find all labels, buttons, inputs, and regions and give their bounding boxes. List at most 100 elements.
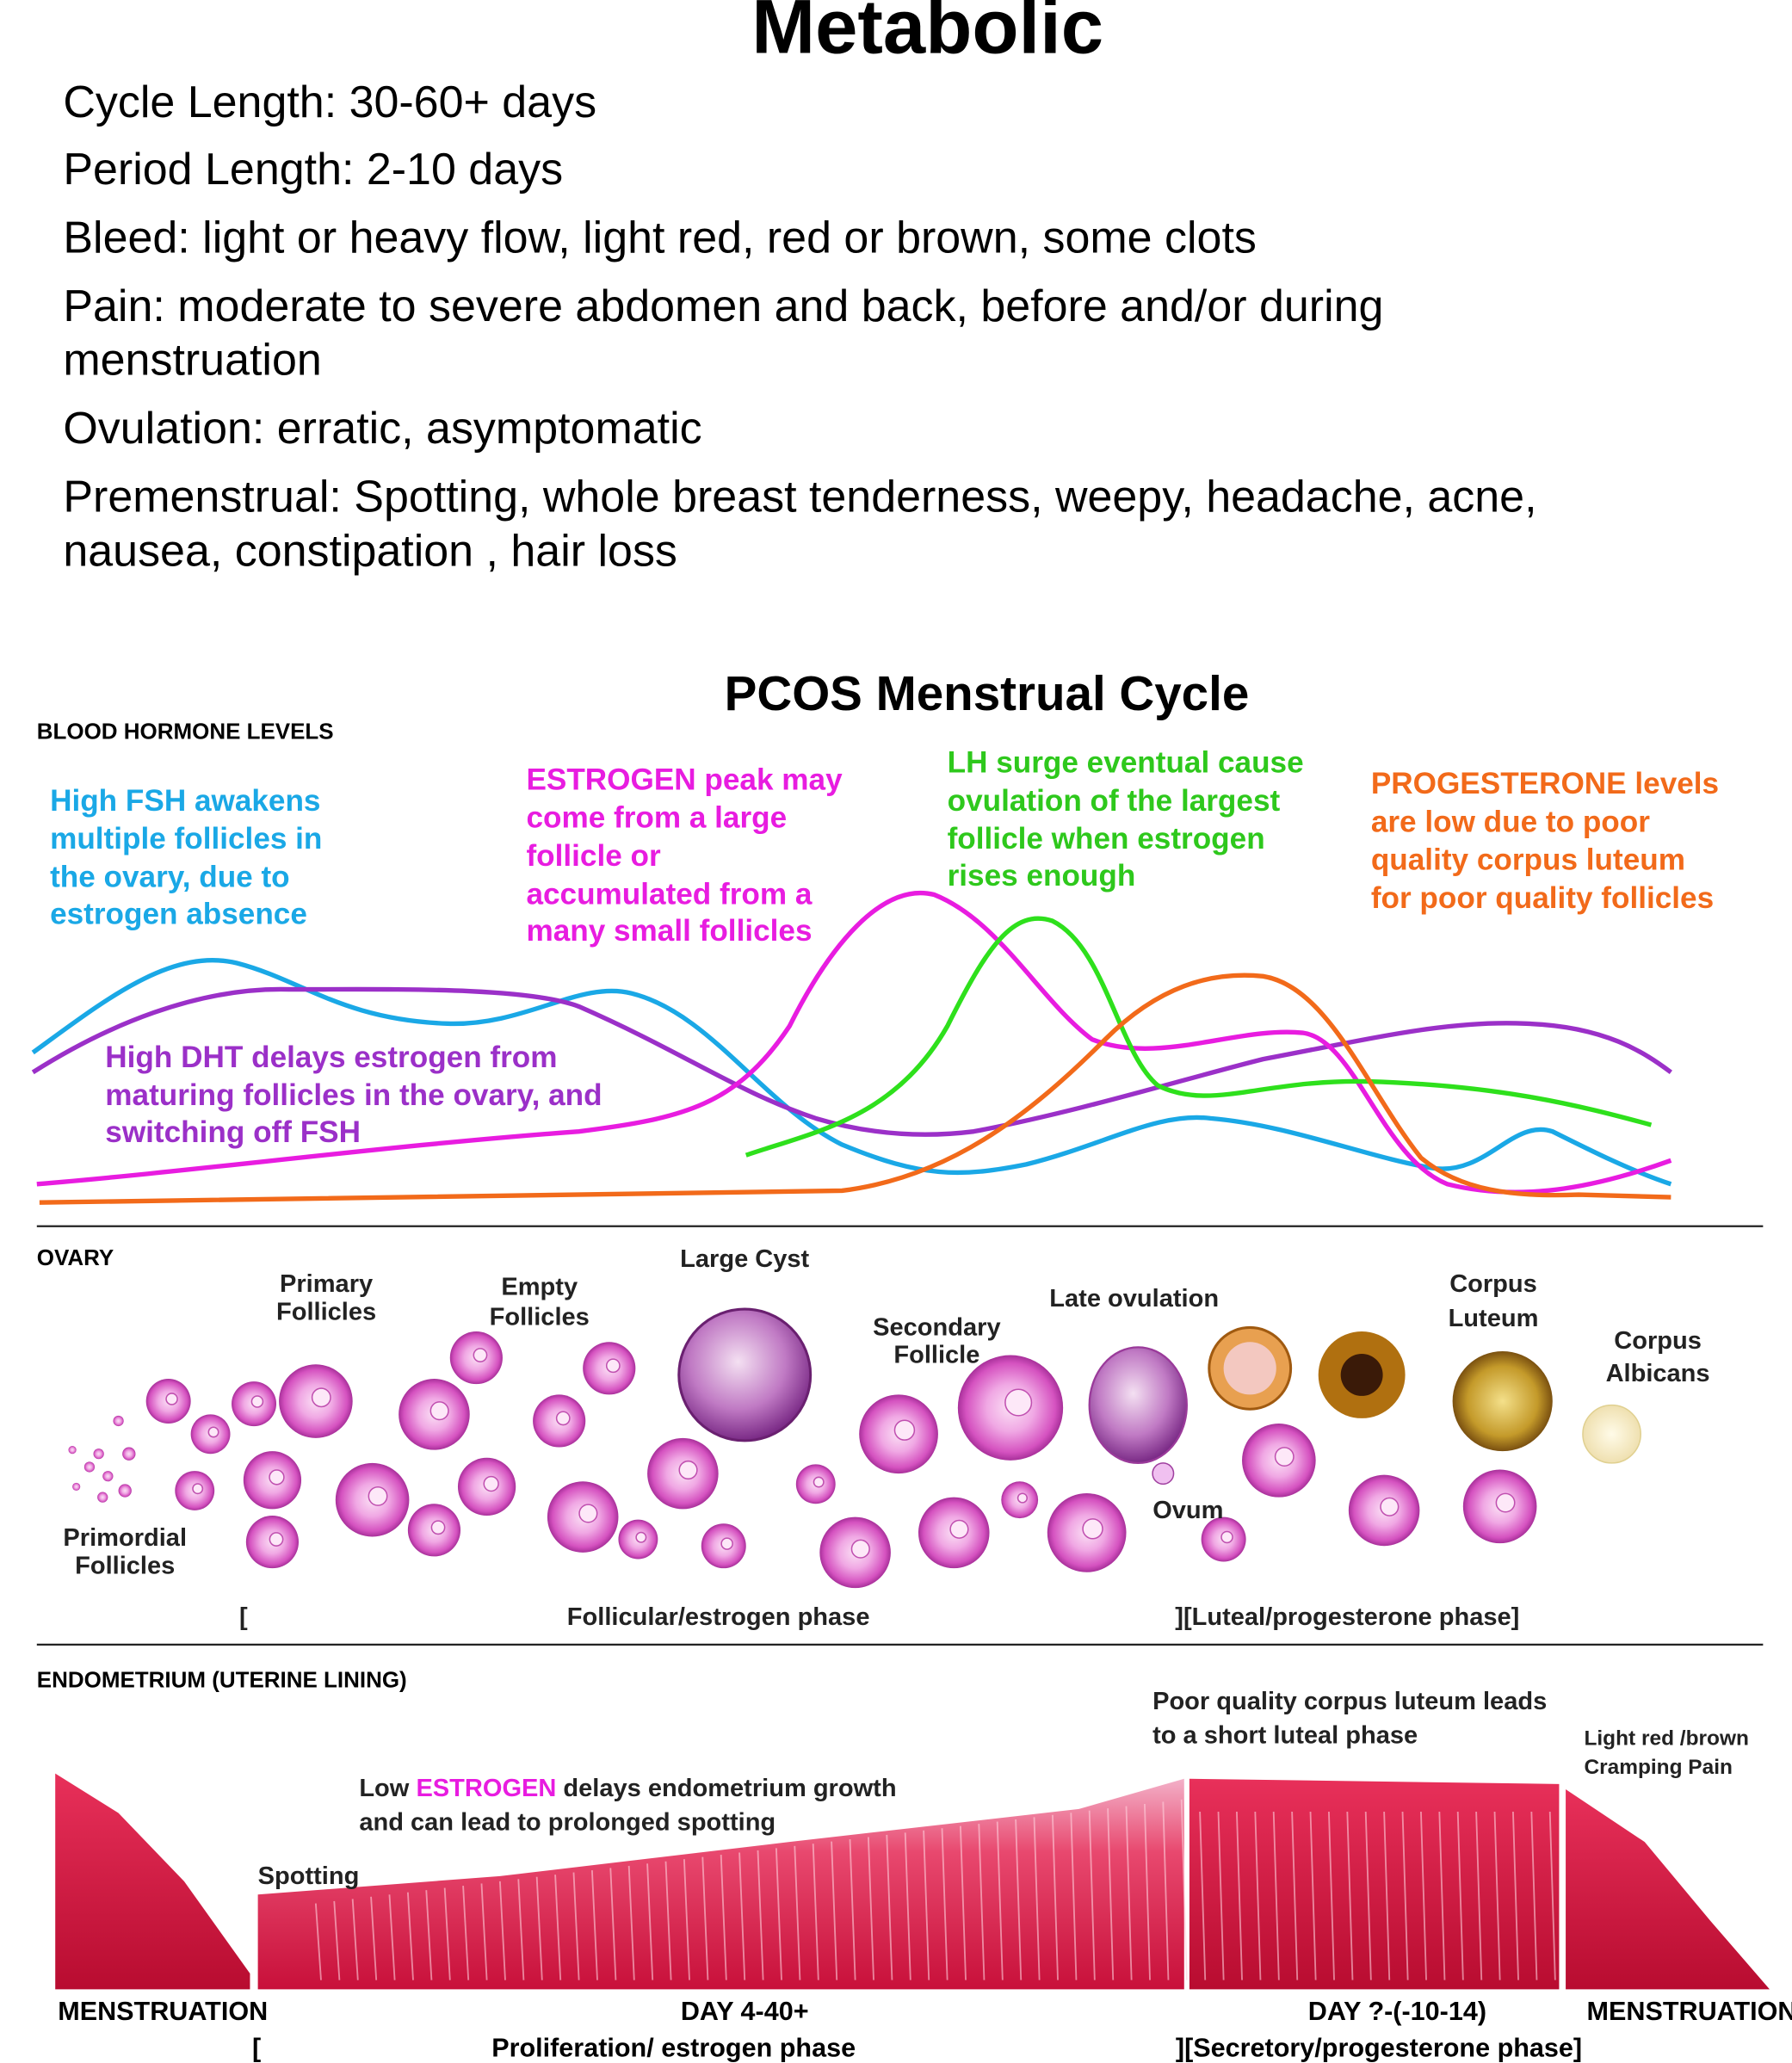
gland — [794, 1845, 801, 1980]
oocyte — [1495, 1492, 1516, 1513]
gland — [923, 1830, 930, 1980]
progesterone-note: are low due to poor — [1371, 805, 1650, 838]
gland — [867, 1837, 874, 1980]
ovary-label: Secondary — [873, 1314, 1000, 1342]
gland — [1162, 1801, 1170, 1980]
endometrium-note: Spotting — [258, 1862, 360, 1890]
gland — [646, 1863, 654, 1980]
gland — [1107, 1808, 1115, 1980]
gland — [1070, 1813, 1078, 1980]
menstrual-lining — [55, 1773, 250, 1990]
gland-texture — [314, 1799, 1556, 1980]
gland — [572, 1872, 580, 1980]
gland — [1475, 1811, 1483, 1980]
gland — [1309, 1811, 1317, 1980]
gland — [388, 1894, 396, 1980]
endometrium-note: Low ESTROGEN delays endometrium growth — [359, 1775, 896, 1802]
gland — [406, 1892, 414, 1980]
day-label: DAY 4-40+ — [681, 1997, 809, 2026]
gland — [1051, 1814, 1059, 1980]
gland — [314, 1903, 322, 1980]
ovary-label: Follicles — [75, 1552, 175, 1579]
corpus-core — [1340, 1354, 1383, 1396]
estrogen-note: ESTROGEN peak may — [526, 763, 843, 796]
ovary-label: Follicles — [276, 1298, 376, 1325]
endometrium-note: to a short luteal phase — [1152, 1722, 1418, 1750]
follicle — [97, 1492, 108, 1503]
follicle — [122, 1447, 136, 1461]
oocyte — [720, 1537, 733, 1550]
secretory-lining — [1189, 1778, 1560, 1990]
corpus-albicans — [1582, 1404, 1641, 1464]
phase-label: ][Secretory/progesterone phase] — [1176, 2034, 1582, 2063]
gland — [425, 1890, 433, 1980]
gland — [333, 1900, 341, 1980]
oocyte — [473, 1348, 488, 1362]
detail-line: Period Length: 2-10 days — [63, 145, 563, 195]
gland — [351, 1899, 359, 1980]
oocyte — [555, 1411, 571, 1426]
gland — [886, 1834, 893, 1980]
ovary-label: Luteum — [1449, 1305, 1539, 1332]
oocyte — [1004, 1388, 1033, 1417]
gland — [517, 1879, 525, 1980]
dht-curve — [31, 986, 1672, 1137]
fsh-note: the ovary, due to — [50, 860, 290, 893]
ovary-label: Large Cyst — [680, 1245, 809, 1273]
dht-note: High DHT delays estrogen from — [105, 1041, 557, 1074]
lh-curve — [745, 916, 1653, 1158]
gland — [720, 1855, 727, 1980]
gland — [1180, 1799, 1188, 1980]
oocyte — [430, 1520, 446, 1535]
estrogen-curve — [36, 891, 1672, 1195]
gland — [849, 1839, 856, 1980]
lh-note: rises enough — [948, 859, 1136, 893]
section-label: OVARY — [37, 1245, 114, 1270]
follicles — [68, 1307, 1641, 1589]
gland — [1548, 1811, 1556, 1980]
ovary-label: Primary — [280, 1270, 373, 1298]
detail-line: Premenstrual: Spotting, whole breast ten… — [63, 473, 1536, 522]
gland — [1125, 1806, 1133, 1980]
oocyte — [1220, 1530, 1233, 1544]
gland — [462, 1885, 470, 1980]
endometrium-note: and can lead to prolonged spotting — [359, 1808, 776, 1836]
ovary-label: Albicans — [1606, 1360, 1710, 1387]
oocyte — [678, 1460, 698, 1480]
endometrium-note: Light red /brown — [1584, 1726, 1748, 1750]
progesterone-curve — [39, 973, 1672, 1205]
oocyte — [893, 1419, 916, 1441]
detail-line: Pain: moderate to severe abdomen and bac… — [63, 281, 1383, 331]
endometrium-tissue — [55, 1773, 1770, 1990]
detail-line: Cycle Length: 30-60+ days — [63, 77, 596, 127]
gland — [775, 1848, 782, 1980]
ovary-label: Ovum — [1152, 1497, 1223, 1524]
gland — [1383, 1811, 1391, 1980]
gland — [1420, 1811, 1427, 1980]
gland — [959, 1825, 967, 1980]
gland — [1364, 1811, 1372, 1980]
follicle — [93, 1448, 104, 1460]
estrogen-note: accumulated from a — [526, 877, 812, 911]
note-segment: ESTROGEN — [416, 1775, 556, 1802]
oocyte — [250, 1395, 264, 1408]
gland — [443, 1887, 451, 1980]
detail-line: menstruation — [63, 336, 321, 386]
oocyte — [269, 1469, 285, 1485]
note-segment: delays endometrium growth — [556, 1775, 896, 1802]
gland — [1217, 1811, 1225, 1980]
proliferative-lining — [257, 1778, 1184, 1990]
gland — [1291, 1811, 1299, 1980]
oocyte — [813, 1476, 825, 1488]
oocyte — [635, 1531, 647, 1543]
gland — [370, 1896, 378, 1980]
oocyte — [850, 1539, 870, 1559]
ovum — [1152, 1462, 1175, 1485]
gland — [498, 1881, 506, 1980]
ovary-label: Follicles — [490, 1303, 590, 1331]
progesterone-note: quality corpus luteum — [1371, 843, 1685, 877]
ovulating-follicle — [1088, 1346, 1188, 1465]
oocyte — [1082, 1518, 1103, 1540]
follicle — [68, 1446, 77, 1455]
